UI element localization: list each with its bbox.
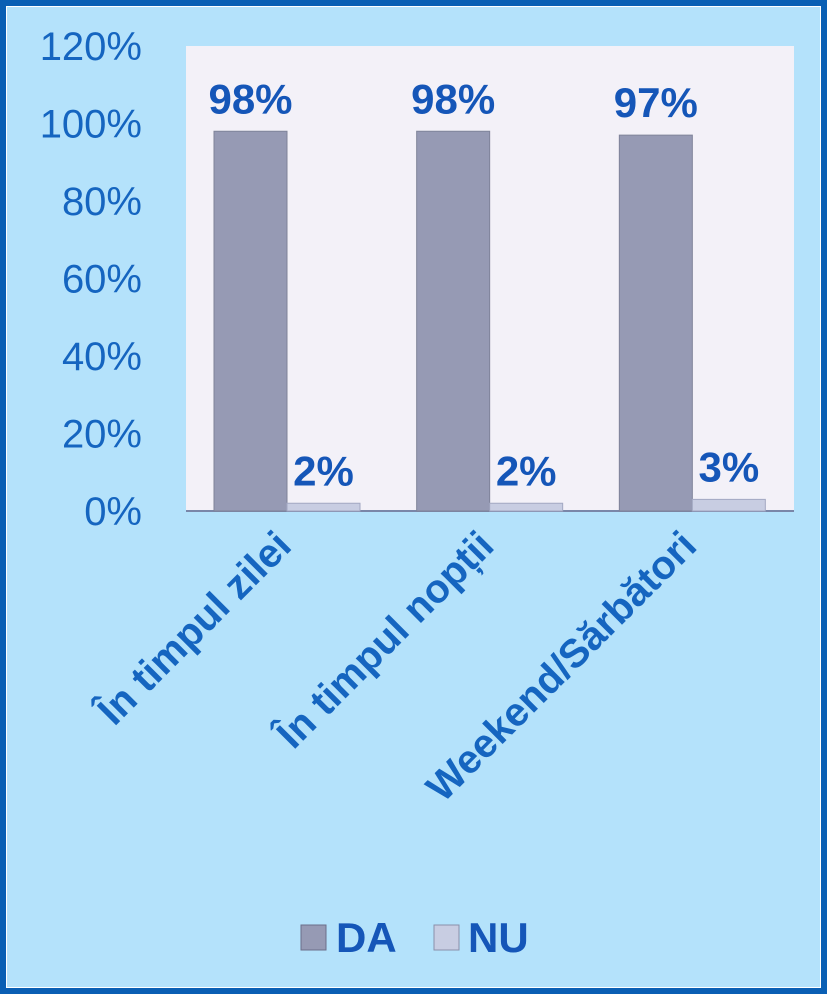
data-label-da-2: 97%: [614, 79, 698, 126]
category-label-1: În timpul nopții: [266, 522, 503, 759]
y-tick-label: 40%: [62, 335, 142, 379]
legend: DA NU: [300, 914, 529, 961]
y-tick-label: 120%: [40, 25, 142, 69]
bar-da-1: [416, 130, 491, 512]
legend-label-nu: NU: [468, 914, 529, 961]
data-label-nu-1: 2%: [496, 447, 557, 494]
bar-da-0: [213, 130, 288, 512]
data-label-da-0: 98%: [208, 75, 292, 122]
bar-nu-0: [286, 502, 361, 512]
legend-label-da: DA: [336, 914, 397, 961]
bar-nu-2: [691, 498, 766, 512]
y-tick-label: 0%: [84, 490, 142, 534]
legend-swatch-da: [300, 924, 327, 951]
y-tick-label: 80%: [62, 180, 142, 224]
legend-swatch-nu: [433, 924, 460, 951]
data-label-da-1: 98%: [411, 75, 495, 122]
bar-nu-1: [489, 502, 564, 512]
y-tick-label: 100%: [40, 103, 142, 147]
bar-da-2: [618, 134, 693, 512]
y-tick-label: 20%: [62, 413, 142, 457]
y-tick-label: 60%: [62, 258, 142, 302]
data-label-nu-0: 2%: [293, 447, 354, 494]
data-label-nu-2: 3%: [698, 443, 759, 490]
category-label-0: În timpul zilei: [87, 522, 300, 735]
